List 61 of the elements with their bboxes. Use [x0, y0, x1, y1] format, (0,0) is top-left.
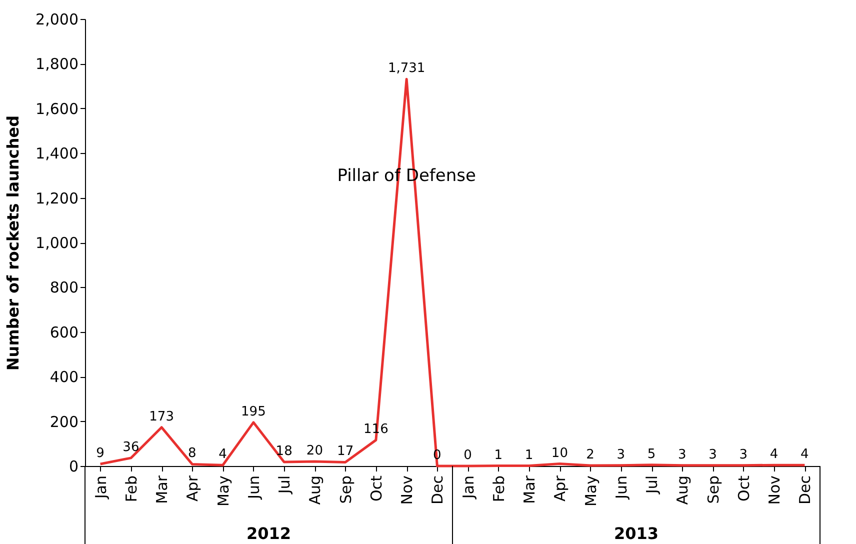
x-tick-label: Jan	[92, 476, 110, 500]
x-tick-label: Apr	[184, 474, 202, 502]
x-tick-label: Jun	[244, 476, 263, 500]
x-tick-label: Mar	[153, 474, 172, 504]
data-label: 36	[122, 440, 140, 455]
y-tick-label: 2,000	[36, 10, 78, 28]
data-label: 3	[739, 447, 748, 462]
x-tick-label: May	[582, 475, 600, 507]
x-tick-label: Sep	[336, 476, 355, 504]
data-label: 9	[96, 446, 104, 461]
y-axis-title: Number of rockets launched	[4, 115, 23, 371]
x-tick-label: Dec	[796, 476, 814, 505]
text: 2013	[614, 524, 659, 543]
data-label: 2	[586, 448, 594, 463]
data-label: 4	[218, 447, 227, 462]
data-label: 1,731	[388, 61, 426, 76]
text: 2012	[246, 524, 292, 543]
data-label: 1	[494, 448, 503, 463]
x-tick-label: Nov	[398, 475, 416, 505]
y-tick-label: 0	[68, 458, 78, 476]
x-tick-label: Oct	[367, 475, 386, 502]
x-tick-label: Jul	[643, 476, 662, 495]
y-tick-label: 1,400	[36, 144, 78, 163]
x-tick-label: Aug	[674, 476, 692, 505]
data-label: 4	[770, 447, 778, 462]
x-tick-label: Feb	[490, 476, 508, 502]
data-label: 10	[551, 446, 568, 461]
x-tick-label: Jan	[459, 476, 478, 500]
data-label: 1	[524, 448, 534, 463]
x-tick-label: Aug	[306, 476, 324, 505]
y-tick-label: 800	[50, 278, 78, 297]
data-label: 0	[464, 448, 472, 463]
x-tick-label: Nov	[766, 475, 784, 505]
y-tick-label: 1,800	[36, 55, 78, 74]
data-label: 195	[241, 404, 266, 420]
y-tick-label: 400	[50, 368, 78, 386]
data-label: 17	[337, 444, 354, 460]
data-label: 173	[149, 409, 174, 424]
x-tick-label: Mar	[520, 474, 539, 504]
x-tick-label: Jul	[276, 476, 294, 495]
x-tick-label: Feb	[122, 476, 140, 502]
line-series	[99, 78, 806, 468]
y-tick-label: 200	[50, 412, 78, 431]
x-tick-label: Apr	[551, 474, 570, 502]
data-label: 3	[708, 447, 717, 462]
data-label: 3	[616, 447, 626, 462]
data-label: 5	[647, 446, 656, 462]
y-tick-label: 1,600	[36, 100, 78, 118]
data-label: 18	[276, 444, 292, 459]
y-tick-label: 600	[50, 323, 78, 342]
data-label: 4	[800, 447, 809, 462]
x-tick-label: Oct	[734, 475, 753, 502]
y-tick-label: 1,200	[36, 189, 78, 208]
data-label: 3	[678, 447, 686, 462]
x-tick-label: Dec	[428, 476, 447, 505]
data-label: 8	[188, 446, 196, 462]
x-tick-label: Sep	[704, 476, 722, 504]
data-label: 20	[306, 444, 323, 459]
x-tick-label: Jun	[612, 476, 630, 500]
x-tick-label: May	[214, 475, 232, 507]
y-tick-label: 1,000	[36, 234, 78, 252]
